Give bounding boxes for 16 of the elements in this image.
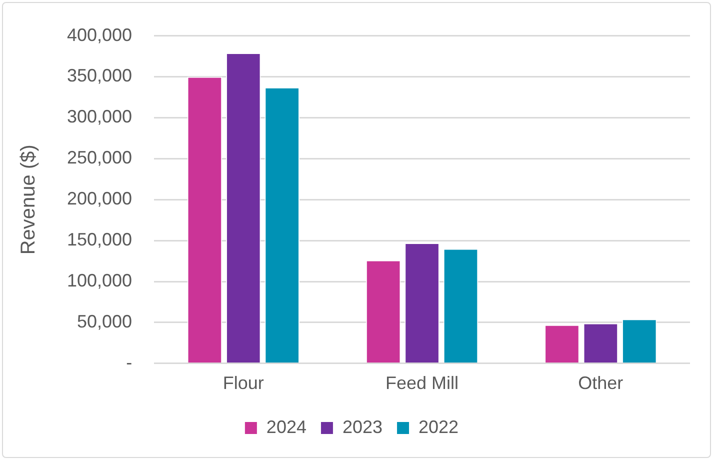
legend-label: 2024 (266, 416, 306, 437)
legend-label: 2023 (342, 416, 383, 437)
y-tick-label: 250,000 (66, 148, 132, 168)
x-tick-label: Flour (222, 373, 264, 394)
y-tick-label: 400,000 (66, 24, 132, 45)
y-tick-label: 200,000 (66, 188, 132, 209)
legend-label: 2022 (418, 416, 459, 437)
x-tick-label: Feed Mill (386, 373, 459, 394)
y-tick-label: 300,000 (66, 106, 132, 127)
y-tick-label: 150,000 (66, 230, 132, 250)
y-tick-label: - (126, 352, 132, 372)
y-tick-label: 50,000 (77, 311, 132, 332)
x-tick-label: Other (578, 373, 624, 394)
y-tick-label: 350,000 (66, 66, 132, 86)
y-tick-label: 100,000 (66, 270, 132, 290)
y-axis-title: Revenue ($) (18, 144, 40, 255)
